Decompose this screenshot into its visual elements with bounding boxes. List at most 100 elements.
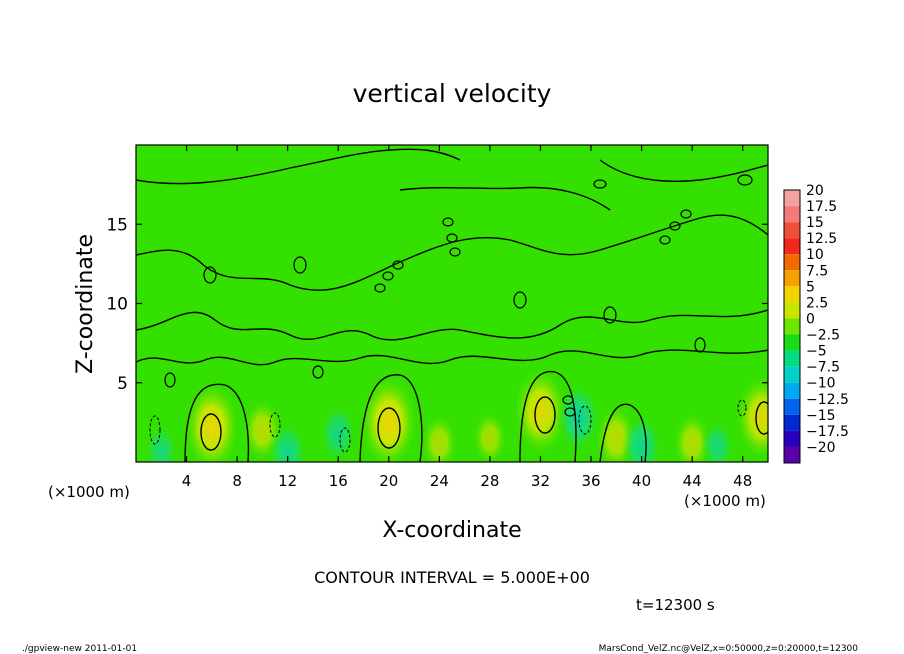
field-cell-13 xyxy=(700,419,735,462)
colorbar-swatch xyxy=(784,382,800,399)
colorbar-swatch xyxy=(784,334,800,351)
contour-line xyxy=(184,383,250,462)
colorbar-swatch xyxy=(784,238,800,255)
x-axis: 4 8 12 16 20 24 28 32 36 40 44 48 xyxy=(182,145,752,490)
contour-line xyxy=(392,260,404,270)
colorbar-swatch xyxy=(784,254,800,271)
colorbar-label: 2.5 xyxy=(806,295,828,311)
x-tick-label: 48 xyxy=(733,472,752,490)
colorbar-swatch xyxy=(784,414,800,431)
colorbar-swatch xyxy=(784,302,800,319)
y-tick-label: 5 xyxy=(117,374,128,394)
contour-line xyxy=(269,412,281,438)
colorbar-label: −20 xyxy=(806,440,836,456)
colorbar-label: −15 xyxy=(806,408,836,424)
field-cells xyxy=(144,368,768,462)
x-tick-label: 44 xyxy=(683,472,702,490)
field-cell-5 xyxy=(360,376,417,462)
contour-interval: CONTOUR INTERVAL = 5.000E+00 xyxy=(314,568,590,587)
colorbar-frame xyxy=(783,189,801,464)
contour-line xyxy=(755,401,768,435)
x-unit-label: (×1000 m) xyxy=(48,483,130,501)
colorbar-swatch xyxy=(784,318,800,335)
x-tick-label: 8 xyxy=(232,472,242,490)
colorbar-swatch xyxy=(784,222,800,239)
time-label: t=12300 s xyxy=(636,596,715,614)
field-cell-11 xyxy=(621,413,662,462)
x-tick-label: 32 xyxy=(531,472,550,490)
contour-line xyxy=(293,256,307,274)
field-cell-9 xyxy=(556,382,601,454)
contour-line xyxy=(694,337,706,353)
colorbar: 2017.51512.5107.552.50−2.5−5−7.5−10−12.5… xyxy=(783,183,849,464)
x-tick-label: 12 xyxy=(278,472,297,490)
contour-line xyxy=(359,374,423,462)
x-tick-label: 16 xyxy=(329,472,348,490)
contour-line xyxy=(593,179,607,189)
field-cell-8 xyxy=(514,368,567,455)
contour-line xyxy=(382,271,394,281)
colorbar-label: 10 xyxy=(806,247,824,263)
contour-line xyxy=(442,217,454,227)
field-cell-7 xyxy=(473,411,507,462)
contour-line xyxy=(513,291,527,309)
x-unit-label-right: (×1000 m) xyxy=(684,492,766,510)
x-tick-label: 40 xyxy=(632,472,651,490)
field-cell-4 xyxy=(319,403,357,462)
contour-line xyxy=(659,235,671,245)
contour-line xyxy=(578,405,592,435)
field-cell-1 xyxy=(184,382,239,462)
contour-line xyxy=(534,396,556,434)
field-cell-0 xyxy=(144,424,178,462)
colorbar-label: −10 xyxy=(806,376,836,392)
contour-line xyxy=(603,306,617,324)
colorbar-label: −5 xyxy=(806,344,827,360)
field-cell-3 xyxy=(268,421,307,462)
colorbar-label: 12.5 xyxy=(806,231,837,247)
contour-line xyxy=(164,372,176,388)
colorbar-label: 15 xyxy=(806,215,824,231)
negative-contours xyxy=(149,399,747,453)
colorbar-swatch xyxy=(784,430,800,447)
y-tick-label: 15 xyxy=(106,215,128,235)
colorbar-label: 17.5 xyxy=(806,199,837,215)
contour-line xyxy=(136,349,768,366)
field-cell-14 xyxy=(736,376,768,460)
contour-line xyxy=(599,159,768,182)
footer-left: ./gpview-new 2011-01-01 xyxy=(22,644,137,654)
contour-line xyxy=(136,148,461,185)
footer-right: MarsCond_VelZ.nc@VelZ,x=0:50000,z=0:2000… xyxy=(599,644,859,654)
contour-line xyxy=(374,283,386,293)
colorbar-label: −12.5 xyxy=(806,392,849,408)
contour-line xyxy=(136,309,768,341)
x-tick-label: 24 xyxy=(430,472,449,490)
x-tick-label: 28 xyxy=(480,472,499,490)
colorbar-label: 5 xyxy=(806,279,815,295)
contour-line xyxy=(599,403,647,462)
colorbar-swatch xyxy=(784,350,800,367)
colorbar-swatch xyxy=(784,190,800,207)
plot-background xyxy=(136,145,768,462)
contour-line xyxy=(562,395,574,405)
x-tick-label: 20 xyxy=(379,472,398,490)
colorbar-swatch xyxy=(784,206,800,223)
contour-line xyxy=(200,413,222,451)
colorbar-swatch xyxy=(784,446,800,463)
colorbar-swatch xyxy=(784,286,800,303)
contour-line xyxy=(149,415,161,445)
colorbar-label: 0 xyxy=(806,311,815,327)
colorbar-swatch xyxy=(784,366,800,383)
contour-line xyxy=(136,214,768,291)
colorbar-label: −2.5 xyxy=(806,328,840,344)
colorbar-label: −7.5 xyxy=(806,360,840,376)
contour-line xyxy=(737,399,747,417)
chart-title: vertical velocity xyxy=(353,79,552,108)
y-tick-label: 10 xyxy=(106,295,128,315)
contour-line xyxy=(737,174,753,186)
contour-line xyxy=(680,209,692,219)
contour-line xyxy=(519,370,577,462)
small-contour-loops xyxy=(164,174,753,417)
colorbar-swatch xyxy=(784,398,800,415)
field-cell-6 xyxy=(421,414,457,462)
